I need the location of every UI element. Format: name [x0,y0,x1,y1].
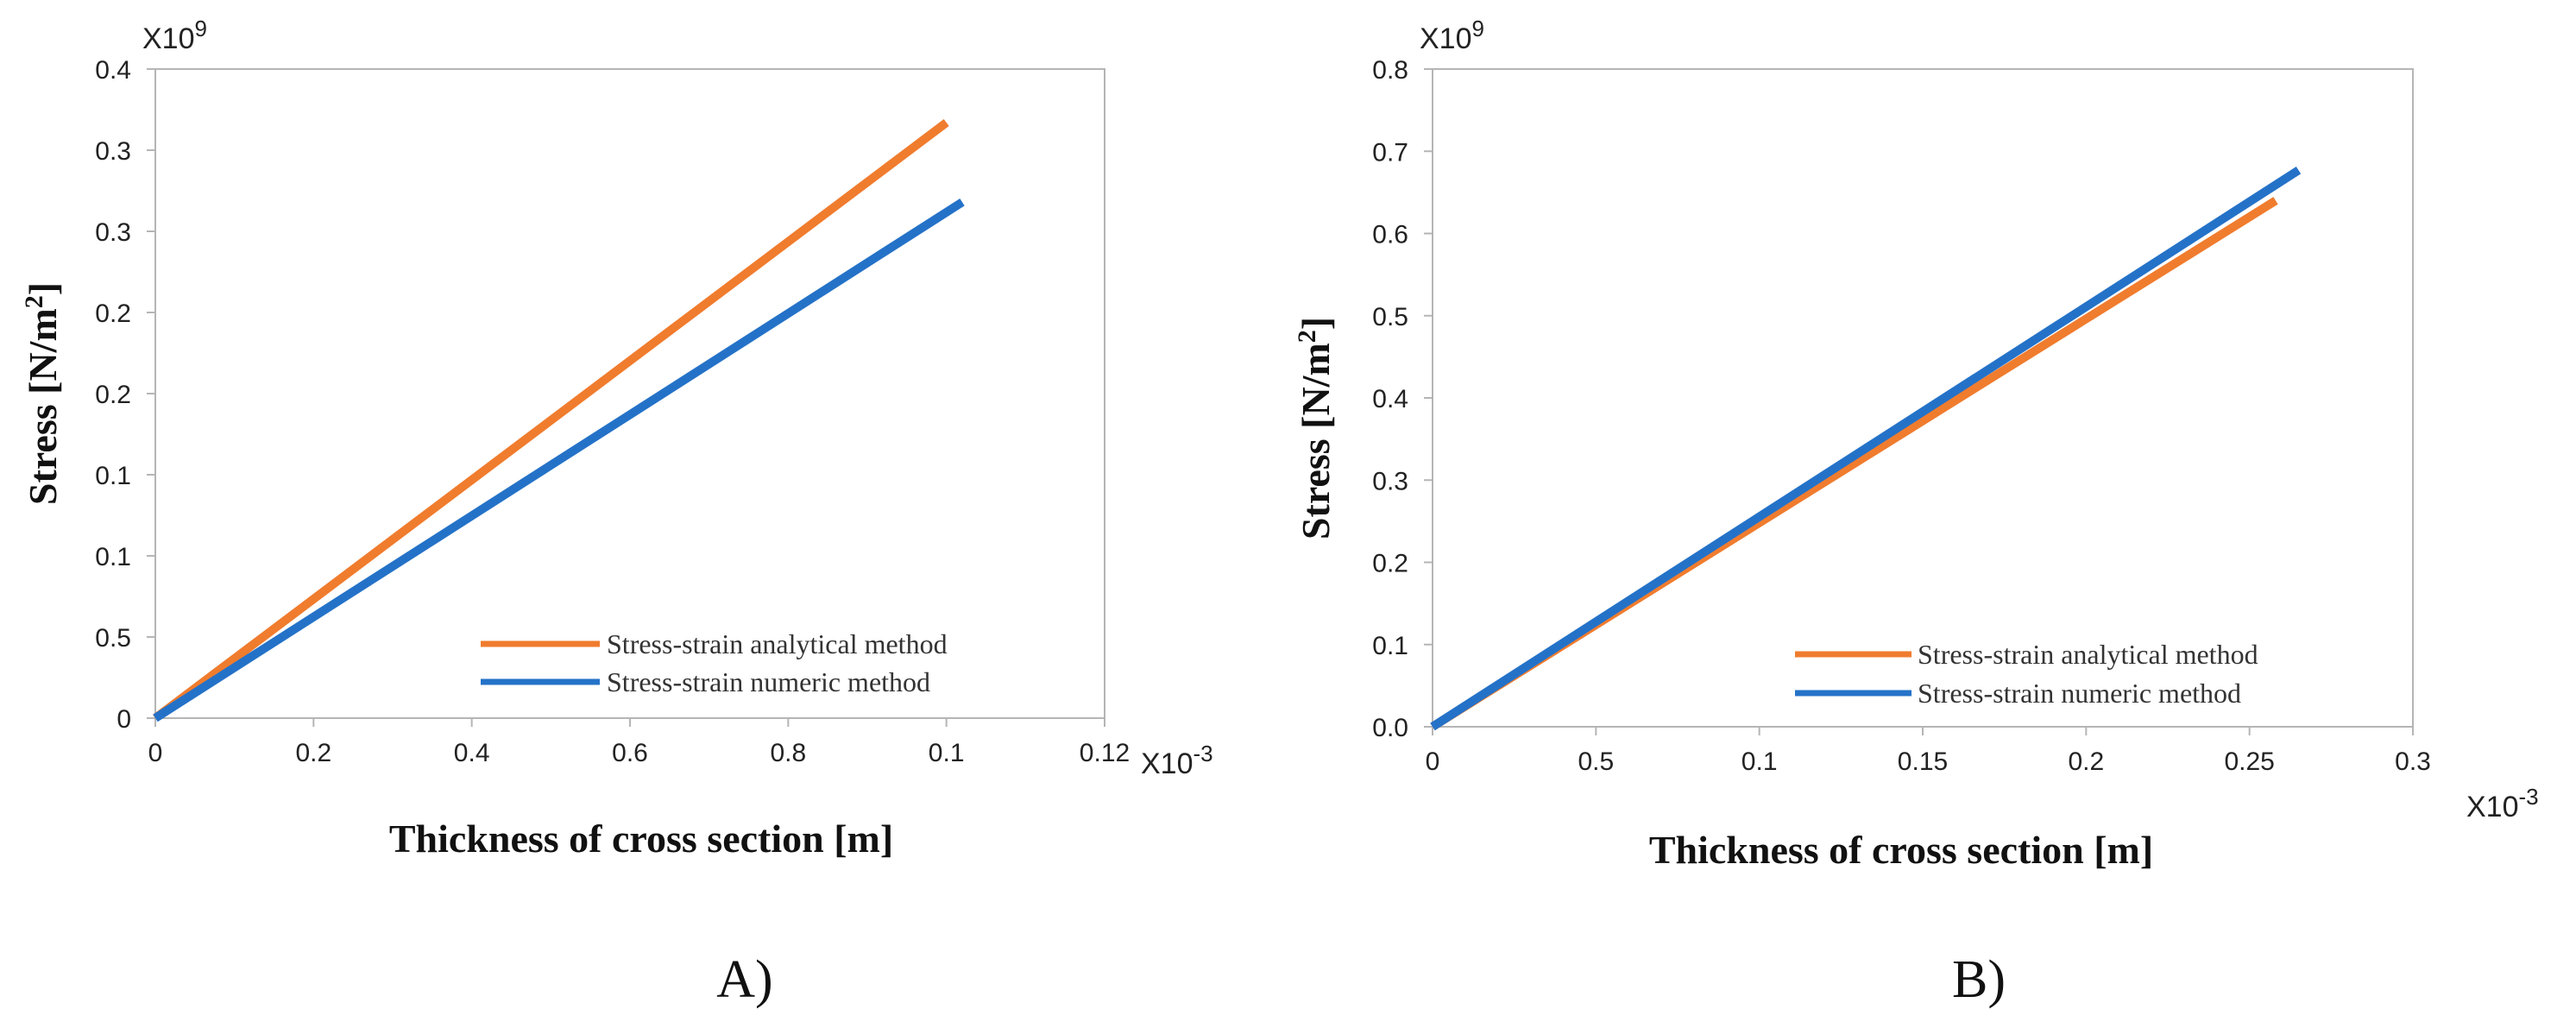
chart-panel-b: 0 0.5 0.1 0.15 0.2 0.25 0.3 0.0 0.1 0.2 0.3 0.4 0.5… [1293,16,2539,1009]
x-tick-label: 0.8 [770,739,806,767]
legend-label-numeric: Stress-strain numeric method [1918,678,2241,709]
y-tick-label: 0.6 [1372,221,1408,249]
series-lines [1430,166,2302,731]
y-tick-label: 0.2 [95,381,131,409]
y-axis-title: Stress [N/m2] [20,282,65,505]
y-multiplier: X109 [142,16,207,55]
series-lines [152,119,965,722]
x-tick-labels: 0 0.2 0.4 0.6 0.8 0.1 0.12 [148,718,1130,767]
y-tick-labels: 0 0.5 0.1 0.1 0.2 0.2 0.3 0.3 0.4 [95,56,155,734]
legend-label-analytical: Stress-strain analytical method [607,628,948,659]
x-multiplier: X10-3 [2466,784,2539,823]
series-line-numeric [153,198,965,722]
legend: Stress-strain analytical method Stress-s… [481,628,948,697]
x-tick-labels: 0 0.5 0.1 0.15 0.2 0.25 0.3 [1426,727,2431,776]
y-tick-label: 0.1 [95,462,131,490]
y-tick-label: 0.5 [1372,303,1408,331]
panel-label-a: A) [716,950,772,1009]
x-tick-label: 0.1 [929,739,965,767]
y-axis-title: Stress [N/m2] [1293,317,1338,539]
chart-panel-a: 0 0.2 0.4 0.6 0.8 0.1 0.12 0 0.5 0.1 0.1 0.2 0.2 0.3… [20,16,1213,1009]
y-tick-label: 0.2 [95,300,131,328]
x-tick-label: 0.4 [454,739,490,767]
x-tick-label: 0.25 [2224,747,2274,776]
series-line-analytical [152,119,949,722]
y-tick-label: 0.8 [1372,56,1408,85]
y-tick-label: 0.1 [1372,632,1408,660]
x-tick-label: 0.2 [295,739,331,767]
x-tick-label: 0 [1426,747,1440,776]
x-tick-label: 0.5 [1578,747,1614,776]
y-tick-label: 0.3 [95,137,131,166]
legend-label-numeric: Stress-strain numeric method [607,666,930,697]
x-tick-label: 0.15 [1898,747,1948,776]
y-tick-label: 0.4 [95,56,131,85]
x-tick-label: 0 [148,739,163,767]
y-tick-label: 0.0 [1372,714,1408,742]
y-tick-label: 0.3 [95,218,131,247]
y-tick-labels: 0.0 0.1 0.2 0.3 0.4 0.5 0.6 0.7 0.8 [1372,56,1433,742]
plot-area [154,68,1105,719]
x-multiplier: X10-3 [1141,741,1213,780]
panel-label-b: B) [1952,950,2006,1009]
legend: Stress-strain analytical method Stress-s… [1795,639,2258,709]
y-tick-label: 0.2 [1372,550,1408,578]
series-line-numeric [1430,166,2302,731]
x-tick-label: 0.6 [612,739,648,767]
y-tick-label: 0.4 [1372,385,1408,413]
x-tick-label: 0.2 [2068,747,2104,776]
y-tick-label: 0.7 [1372,138,1408,167]
x-axis-title: Thickness of cross section [m] [389,817,893,861]
legend-label-analytical: Stress-strain analytical method [1918,639,2258,670]
y-tick-label: 0.3 [1372,467,1408,495]
y-tick-label: 0.5 [95,624,131,653]
y-tick-label: 0 [117,705,131,734]
x-axis-title: Thickness of cross section [m] [1649,828,2153,872]
x-tick-label: 0.1 [1741,747,1778,776]
x-tick-label: 0.3 [2395,747,2431,776]
y-multiplier: X109 [1420,16,1484,55]
y-tick-label: 0.1 [95,543,131,571]
x-tick-label: 0.12 [1080,739,1130,767]
